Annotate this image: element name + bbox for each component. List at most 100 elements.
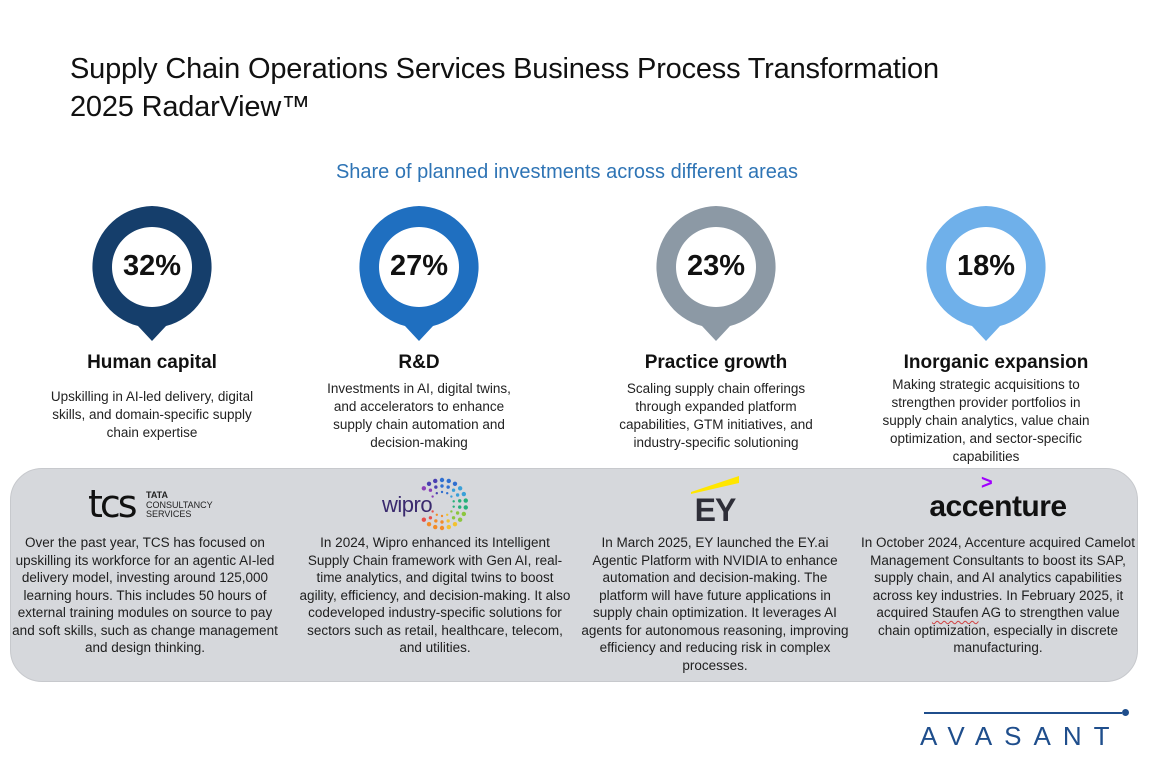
wipro-dot [440, 484, 444, 488]
accenture-text-before: In October 2024, Accenture acquired Came… [861, 535, 1135, 620]
wipro-dot [439, 525, 445, 531]
location-pin-icon [926, 206, 1046, 341]
wipro-logo-wordmark: wipro [382, 492, 433, 517]
wipro-dot [450, 510, 453, 513]
pillar-name: R&D [398, 352, 440, 373]
pin-shape [656, 206, 776, 341]
wipro-dot [433, 524, 438, 530]
tcs-logo-line-3: SERVICES [146, 509, 192, 519]
wipro-dot [451, 516, 456, 520]
investment-share-value: 18% [956, 250, 1016, 282]
wipro-dot [455, 493, 460, 497]
wipro-dot [446, 478, 451, 484]
avasant-logo-dot [1122, 709, 1129, 716]
pillar-description: Making strategic acquisitions to strengt… [882, 377, 1090, 464]
wipro-dot [450, 495, 453, 498]
accenture-text-after: AG to strengthen value chain optimizatio… [877, 605, 1120, 655]
wipro-dots-icon [421, 477, 468, 531]
ey-beam [691, 476, 739, 494]
avasant-wordmark: AVASANT [920, 721, 1122, 751]
wipro-dot [431, 495, 434, 498]
ey-logo: EY [574, 474, 856, 534]
pin-shape [926, 206, 1046, 341]
ey-beam-icon [691, 476, 739, 494]
provider-card-tcs: tcs TATA CONSULTANCY SERVICES Over the p… [4, 474, 286, 657]
wipro-logo: wipro [294, 474, 576, 534]
wipro-dot [428, 516, 433, 520]
wipro-dot [458, 499, 462, 503]
wipro-dot [431, 510, 434, 513]
pillar-rnd: 27% R&D Investments in AI, digital twins… [284, 205, 554, 452]
ey-logo-wordmark: EY [694, 492, 737, 528]
investment-share-value: 27% [389, 250, 449, 282]
tcs-logo: tcs TATA CONSULTANCY SERVICES [4, 474, 286, 534]
provider-description: In October 2024, Accenture acquired Came… [857, 534, 1139, 657]
wipro-dot [461, 511, 467, 517]
wipro-dot [446, 491, 449, 495]
pillar-description: Scaling supply chain offerings through e… [619, 381, 813, 450]
accenture-logo-wordmark: accenture [929, 490, 1067, 523]
spellcheck-highlight: Staufen [931, 605, 979, 620]
location-pin-icon [359, 206, 479, 341]
wipro-dot [457, 486, 463, 491]
wipro-dot [433, 478, 438, 484]
provider-card-accenture: > accenture In October 2024, Accenture a… [857, 472, 1139, 657]
pin-shape [92, 206, 212, 341]
wipro-dot [463, 498, 468, 503]
wipro-dot [421, 517, 427, 522]
pillar-description: Upskilling in AI-led delivery, digital s… [50, 389, 254, 440]
avasant-logo-line [924, 712, 1122, 714]
wipro-dot [435, 513, 438, 517]
wipro-dot [435, 491, 438, 495]
wipro-dot [440, 514, 444, 518]
wipro-dot [428, 488, 433, 492]
wipro-dot [452, 500, 455, 503]
tcs-logo-line-1: TATA [146, 490, 168, 500]
wipro-dot [457, 517, 463, 522]
accenture-logo: > accenture [857, 472, 1139, 534]
tcs-logo-line-2: CONSULTANCY [146, 499, 213, 510]
pillar-description: Investments in AI, digital twins, and ac… [327, 381, 511, 450]
location-pin-icon [92, 206, 212, 341]
pillar-human-capital: 32% Human capital Upskilling in AI-led d… [17, 205, 287, 442]
wipro-dot [426, 521, 432, 527]
page-title: Supply Chain Operations Services Busines… [70, 50, 939, 126]
pillar-inorganic-expansion: 18% Inorganic expansion Making strategic… [851, 205, 1121, 466]
provider-description: Over the past year, TCS has focused on u… [12, 535, 278, 655]
location-pin-icon [656, 206, 776, 341]
wipro-dot [434, 519, 438, 523]
wipro-dot [421, 486, 427, 491]
pillar-name: Inorganic expansion [903, 352, 1089, 373]
pillar-practice-growth: 23% Practice growth Scaling supply chain… [581, 205, 851, 452]
wipro-dot [451, 488, 456, 492]
provider-description: In 2024, Wipro enhanced its Intelligent … [299, 535, 571, 655]
pin-shape [359, 206, 479, 341]
accenture-accent-icon: > [981, 472, 993, 494]
investment-share-value: 23% [686, 250, 746, 282]
wipro-dot [463, 505, 468, 510]
wipro-dot [455, 511, 460, 515]
pillar-name: Practice growth [644, 352, 788, 373]
wipro-dot [446, 519, 450, 523]
wipro-dot [426, 481, 432, 487]
pillar-name: Human capital [87, 352, 217, 373]
provider-description: In March 2025, EY launched the EY.ai Age… [581, 535, 849, 673]
wipro-dot [446, 524, 451, 530]
title-line-1: Supply Chain Operations Services Busines… [70, 53, 939, 85]
section-subtitle: Share of planned investments across diff… [335, 161, 799, 183]
tcs-logo-mark: tcs [88, 482, 138, 526]
wipro-dot [440, 490, 444, 494]
wipro-dot [461, 491, 467, 497]
provider-card-ey: EY In March 2025, EY launched the EY.ai … [574, 474, 856, 674]
provider-card-wipro: wipro In 2024, Wipro enhanced its Intell… [294, 474, 576, 657]
wipro-dot [440, 520, 444, 524]
wipro-dot [458, 505, 462, 509]
wipro-dot [452, 481, 458, 487]
wipro-dot [434, 485, 438, 489]
wipro-dot [452, 521, 458, 527]
investment-share-value: 32% [122, 250, 182, 282]
wipro-dot [446, 513, 449, 517]
provider-highlights-panel [10, 468, 1138, 682]
title-line-2: 2025 RadarView™ [70, 91, 310, 123]
wipro-dot [446, 485, 450, 489]
